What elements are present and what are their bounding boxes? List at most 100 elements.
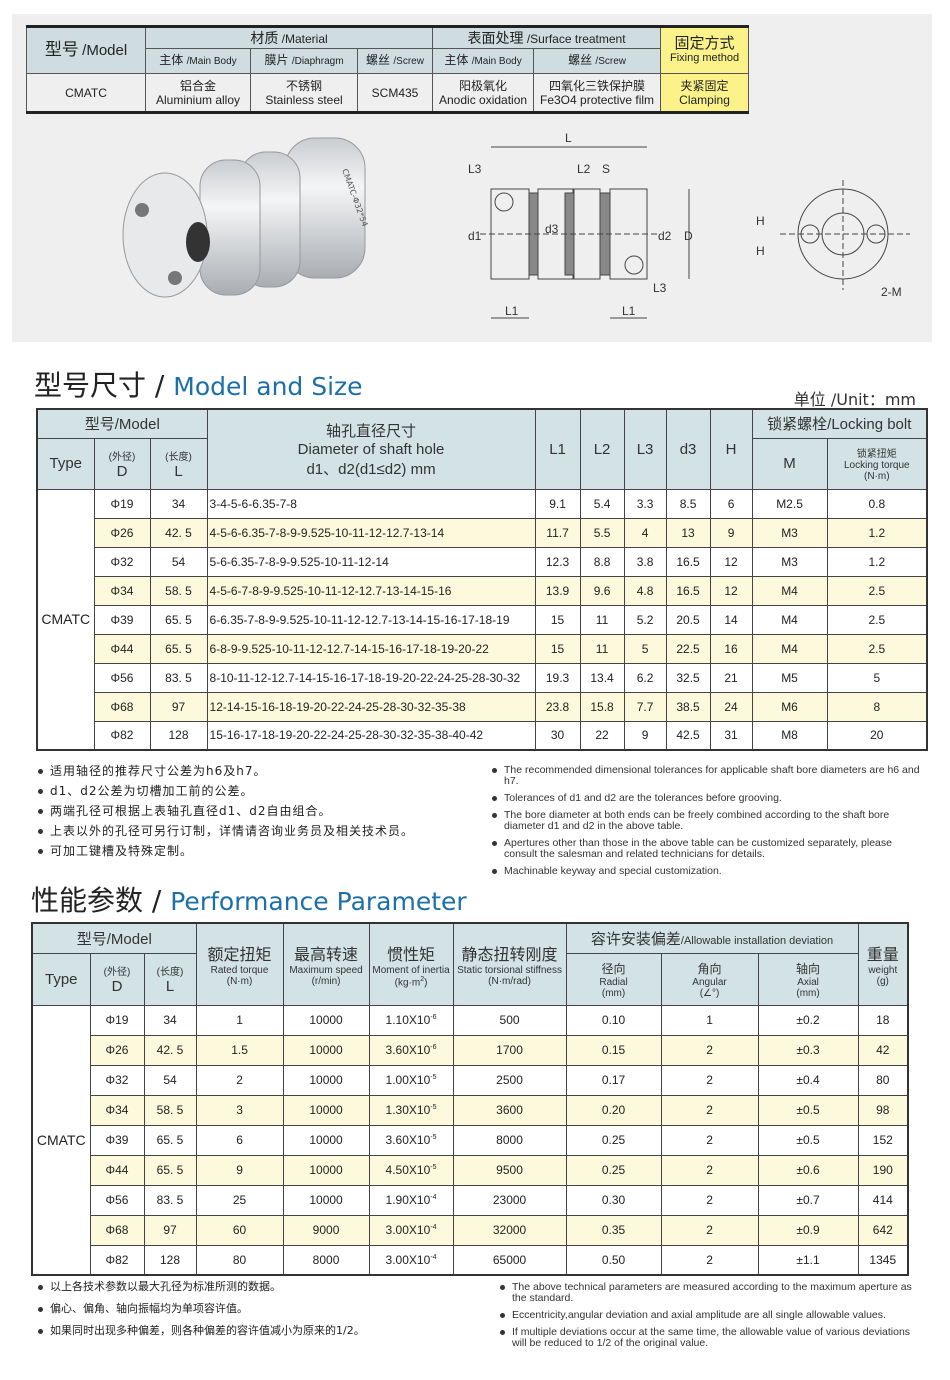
table-cell: 8.8: [579, 546, 625, 577]
table-cell: 128: [149, 720, 208, 751]
table-row: Φ56 83. 5 8-10-11-12-12.7-14-15-16-17-18-1…: [37, 662, 928, 693]
L-header: (长度) L: [143, 952, 197, 1006]
table-cell: Φ19: [93, 488, 151, 519]
table-cell: 8-10-11-12-12.7-14-15-16-17-18-19-20-22-…: [206, 662, 536, 693]
note-item: 适用轴径的推荐尺寸公差为h6及h7。: [36, 761, 414, 781]
inertia-cell: 4.50X10-5: [368, 1154, 454, 1186]
material-subheader: 螺丝 /Screw: [533, 48, 662, 74]
table-cell: 6.2: [623, 662, 667, 693]
sub-cn: 螺丝: [568, 53, 593, 67]
table-cell: M4: [751, 575, 828, 606]
note-item: The above technical parameters are measu…: [498, 1282, 918, 1304]
table-cell: 2: [660, 1034, 759, 1066]
material-value: 夹紧固定 Clamping: [660, 73, 750, 113]
table-row: Φ82 128 80 8000 3.00X10-4 65000 0.50 2 ±1.1 1345: [32, 1244, 909, 1276]
perf-section-title: 性能参数 / Performance Parameter: [31, 884, 467, 917]
material-value: 铝合金 Aluminium alloy: [145, 73, 251, 113]
table-cell: 30: [534, 720, 581, 751]
table-row: Φ26 42. 5 4-5-6-6.35-7-8-9-9.525-10-11-12-…: [37, 517, 928, 548]
material-value: 不锈钢 Stainless steel: [250, 73, 358, 113]
table-cell: 5-6-6.35-7-8-9-9.525-10-11-12-14: [206, 546, 536, 577]
table-cell: 2: [660, 1094, 759, 1126]
table-cell: 83. 5: [149, 662, 208, 693]
inertia-exponent: -4: [430, 1194, 437, 1201]
table-cell: 65000: [452, 1244, 567, 1276]
shaft-header: 轴孔直径尺寸 Diameter of shaft hole d1、d2(d1≤d2)…: [206, 408, 536, 490]
table-cell: 6: [195, 1124, 284, 1156]
table-cell: 8000: [282, 1244, 370, 1276]
table-cell: 2: [660, 1184, 759, 1216]
inertia-mantissa: 1.30X10: [385, 1103, 431, 1117]
table-cell: Φ34: [93, 575, 151, 606]
table-cell: 0.17: [565, 1064, 662, 1096]
surface-header: 表面处理 /Surface treatment: [432, 26, 662, 49]
value-en: Fe3O4 protective film: [540, 92, 655, 107]
table-row: Φ39 65. 5 6-6.35-7-8-9-9.525-10-11-12-12.7…: [37, 604, 928, 635]
table-cell: 16.5: [665, 575, 711, 606]
table-cell: 58. 5: [149, 575, 208, 606]
table-cell: 16.5: [665, 546, 711, 577]
table-cell: ±1.1: [757, 1244, 859, 1276]
table-row: Φ82 128 15-16-17-18-19-20-22-24-25-28-30-3…: [37, 720, 928, 751]
model-header: 型号/Model: [31, 922, 197, 954]
perf-notes-cn: 以上各技术参数以最大孔径为标准所测的数据。 偏心、偏角、轴向振幅均为单项容许值。如…: [36, 1277, 365, 1343]
dim-H-bottom: H: [756, 244, 765, 258]
table-cell: 0.8: [826, 488, 928, 519]
table-cell: 31: [709, 720, 753, 751]
type-header: Type: [31, 952, 91, 1006]
table-cell: 65. 5: [143, 1154, 197, 1186]
table-cell: Φ32: [93, 546, 151, 577]
angular-header: 角向 Angular (∠°): [660, 952, 759, 1006]
dim-L3-bottom: L3: [653, 281, 667, 295]
note-item: 如果同时出现多种偏差，则各种偏差的容许值减小为原来的1/2。: [36, 1321, 365, 1341]
table-cell: 65. 5: [149, 633, 208, 664]
dim-L: L: [565, 131, 572, 145]
L-header: (长度) L: [149, 437, 208, 490]
table-cell: Φ34: [89, 1094, 145, 1126]
rated-torque-header: 额定扭矩 Rated torque (N·m): [195, 922, 284, 1006]
H-header: H: [709, 408, 753, 490]
material-value: 四氧化三铁保护膜 Fe3O4 protective film: [533, 73, 662, 113]
table-cell: 1: [195, 1004, 284, 1036]
table-cell: 20: [826, 720, 928, 751]
table-cell: 12: [709, 546, 753, 577]
table-cell: 97: [149, 691, 208, 722]
dim-d2: d2: [658, 229, 672, 243]
table-cell: 0.50: [565, 1244, 662, 1276]
dim-S: S: [602, 162, 610, 176]
value-cn: 铝合金: [179, 78, 216, 93]
value-cn: 不锈钢: [285, 78, 322, 93]
table-cell: 6-6.35-7-8-9-9.525-10-11-12-12.7-13-14-1…: [206, 604, 536, 635]
table-cell: 34: [149, 488, 208, 519]
material-subheader: 主体 /Main Body: [145, 48, 251, 74]
note-item: d1、d2公差为切槽加工前的公差。: [36, 781, 414, 801]
table-cell: 60: [195, 1214, 284, 1246]
M-header: M: [751, 437, 828, 490]
table-row: CMATC Φ19 34 1 10000 1.10X10-6 500 0.10 1 ±0.2 18: [31, 1004, 909, 1276]
table-cell: 32.5: [665, 662, 711, 693]
table-cell: 24: [709, 691, 753, 722]
table-cell: 3: [195, 1094, 284, 1126]
size-table: 型号/Model 轴孔直径尺寸 Diameter of shaft hole d1、…: [36, 408, 929, 751]
table-cell: 10000: [282, 1094, 370, 1126]
table-cell: 4.8: [623, 575, 667, 606]
table-cell: 80: [195, 1244, 284, 1276]
table-cell: 6-8-9-9.525-10-11-12-12.7-14-15-16-17-18…: [206, 633, 536, 664]
table-cell: 10000: [282, 1154, 370, 1186]
value-cn: 阳极氧化: [459, 78, 508, 93]
table-cell: 42. 5: [149, 517, 208, 548]
table-cell: 414: [857, 1184, 909, 1216]
dim-L1-left: L1: [505, 304, 519, 318]
note-item: 可加工键槽及特殊定制。: [36, 841, 414, 861]
table-cell: 9: [709, 517, 753, 548]
weight-header: 重量 weight (g): [857, 922, 909, 1006]
inertia-cell: 1.10X10-6: [368, 1004, 454, 1036]
note-item: 以上各技术参数以最大孔径为标准所测的数据。: [36, 1277, 365, 1297]
inertia-header: 惯性矩 Moment of inertia (kg·m2): [368, 922, 454, 1006]
table-cell: ±0.6: [757, 1154, 859, 1186]
table-cell: 42: [857, 1034, 909, 1066]
performance-table: 型号/Model 额定扭矩 Rated torque (N·m) 最高转速 Maxim…: [31, 922, 910, 1276]
perf-notes-en: The above technical parameters are measu…: [498, 1282, 918, 1355]
inertia-exponent: -5: [430, 1134, 437, 1141]
table-cell: 2: [660, 1154, 759, 1186]
